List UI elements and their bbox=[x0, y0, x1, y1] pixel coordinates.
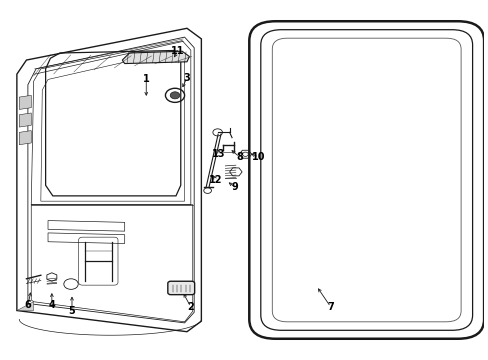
Circle shape bbox=[170, 92, 180, 99]
FancyBboxPatch shape bbox=[167, 281, 194, 294]
Polygon shape bbox=[19, 113, 31, 127]
Text: 6: 6 bbox=[24, 300, 31, 310]
Text: 5: 5 bbox=[68, 306, 75, 315]
Text: 7: 7 bbox=[326, 302, 333, 312]
Text: 3: 3 bbox=[183, 73, 190, 83]
Text: 12: 12 bbox=[208, 175, 222, 185]
Polygon shape bbox=[17, 302, 34, 311]
Text: 2: 2 bbox=[187, 302, 194, 312]
Text: 9: 9 bbox=[231, 182, 238, 192]
Text: 1: 1 bbox=[142, 75, 149, 85]
Text: 10: 10 bbox=[252, 152, 265, 162]
Polygon shape bbox=[19, 95, 31, 109]
Text: 13: 13 bbox=[212, 149, 225, 158]
Polygon shape bbox=[122, 51, 189, 64]
Text: 11: 11 bbox=[170, 46, 184, 56]
Polygon shape bbox=[19, 131, 31, 145]
Text: 8: 8 bbox=[236, 152, 243, 162]
Text: 4: 4 bbox=[48, 300, 55, 310]
